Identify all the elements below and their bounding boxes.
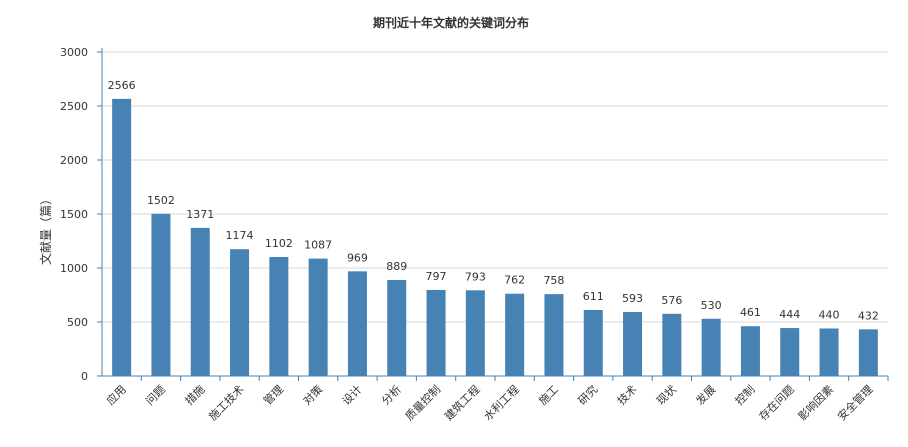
x-tick-label: 应用 bbox=[103, 382, 128, 407]
x-tick-label: 设计 bbox=[340, 383, 365, 408]
bar bbox=[269, 256, 289, 376]
x-tick-label: 管理 bbox=[261, 382, 286, 407]
y-tick-label: 3000 bbox=[60, 46, 88, 59]
x-tick-label: 分析 bbox=[378, 382, 403, 407]
data-label: 969 bbox=[347, 251, 368, 264]
bar bbox=[347, 271, 367, 376]
bars: 2566 1502 1371 1174 1102 1087 969 889 797 793 762 7… bbox=[108, 79, 879, 376]
y-tick-label: 0 bbox=[81, 370, 88, 383]
data-label: 793 bbox=[465, 270, 486, 283]
data-label: 797 bbox=[426, 270, 447, 283]
x-tick-label: 存在问题 bbox=[756, 382, 797, 423]
bar bbox=[701, 318, 721, 376]
y-tick-label: 2000 bbox=[60, 154, 88, 167]
x-tick-label: 控制 bbox=[732, 382, 757, 407]
x-tick-label: 研究 bbox=[575, 382, 600, 407]
data-label: 611 bbox=[583, 290, 604, 303]
bar bbox=[740, 326, 760, 376]
bar bbox=[858, 329, 878, 376]
y-axis: 0 500 1000 1500 2000 2500 3000 bbox=[60, 46, 103, 383]
x-tick-label: 技术 bbox=[615, 383, 640, 408]
bar bbox=[662, 313, 682, 376]
x-tick-label: 安全管理 bbox=[834, 382, 875, 423]
bar bbox=[780, 328, 800, 376]
bar bbox=[230, 249, 250, 376]
x-tick-label: 措施 bbox=[182, 382, 207, 407]
y-tick-label: 500 bbox=[67, 316, 88, 329]
bar bbox=[623, 311, 643, 376]
data-label: 758 bbox=[543, 274, 564, 287]
data-label: 1502 bbox=[147, 194, 175, 207]
data-label: 593 bbox=[622, 292, 643, 305]
y-axis-label: 文献量（篇） bbox=[38, 193, 53, 265]
bar bbox=[465, 290, 485, 376]
bar bbox=[426, 289, 446, 376]
data-label: 576 bbox=[661, 294, 682, 307]
data-label: 1371 bbox=[186, 208, 214, 221]
x-tick-label: 问题 bbox=[143, 383, 168, 408]
x-tick-label: 建筑工程 bbox=[441, 382, 482, 423]
data-label: 889 bbox=[386, 260, 407, 273]
bar bbox=[505, 293, 525, 376]
x-tick-label: 发展 bbox=[693, 382, 718, 407]
x-tick-label: 质量控制 bbox=[402, 382, 443, 423]
chart-title: 期刊近十年文献的关键词分布 bbox=[373, 15, 529, 30]
data-label: 2566 bbox=[108, 79, 136, 92]
y-tick-label: 1000 bbox=[60, 262, 88, 275]
x-tick-label: 施工技术 bbox=[206, 383, 246, 423]
data-label: 444 bbox=[779, 308, 800, 321]
bar bbox=[112, 98, 132, 376]
data-label: 440 bbox=[819, 308, 840, 321]
data-label: 432 bbox=[858, 309, 879, 322]
data-label: 1174 bbox=[226, 229, 254, 242]
bar bbox=[583, 310, 603, 376]
data-label: 1087 bbox=[304, 239, 332, 252]
data-label: 530 bbox=[701, 299, 722, 312]
data-label: 1102 bbox=[265, 237, 293, 250]
y-tick-label: 2500 bbox=[60, 100, 88, 113]
data-label: 762 bbox=[504, 274, 525, 287]
grid-lines bbox=[102, 51, 888, 323]
y-tick-label: 1500 bbox=[60, 208, 88, 221]
bar bbox=[544, 294, 564, 376]
bar bbox=[190, 227, 210, 376]
bar bbox=[308, 258, 328, 376]
bar bbox=[819, 328, 839, 376]
x-tick-label: 影响因素 bbox=[796, 383, 836, 423]
bar bbox=[387, 279, 407, 376]
x-tick-label: 水利工程 bbox=[481, 383, 521, 423]
data-label: 461 bbox=[740, 306, 761, 319]
bar bbox=[151, 213, 171, 376]
x-tick-label: 施工 bbox=[536, 383, 561, 408]
x-tick-label: 现状 bbox=[654, 382, 679, 407]
x-tick-label: 对策 bbox=[300, 382, 325, 407]
